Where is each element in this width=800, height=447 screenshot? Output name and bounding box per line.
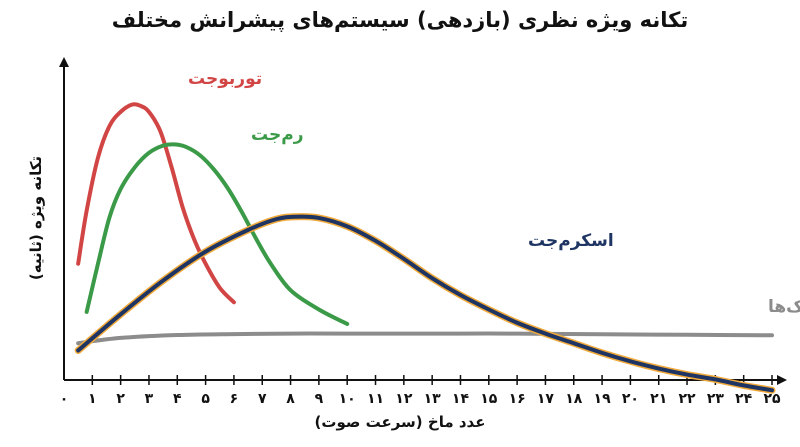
x-tick-label: ۲۳	[707, 391, 725, 407]
x-tick-label: ۱۶	[509, 391, 526, 407]
x-tick-label: ۰	[60, 391, 69, 407]
x-tick-label: ۳	[145, 391, 154, 407]
series-label: توربوجت	[188, 69, 262, 89]
x-tick-label: ۱۹	[594, 391, 612, 407]
x-tick-label: ۱۸	[565, 391, 583, 407]
x-tick-label: ۲۵	[763, 391, 781, 407]
x-tick-label: ۵	[201, 391, 210, 407]
series-labels: موشک‌ها توربوجت رم‌جت اسکرم‌جت	[188, 69, 800, 317]
x-tick-label: ۱۳	[424, 391, 442, 407]
series-layer	[74, 102, 776, 394]
x-tick-label: ۲	[116, 391, 125, 407]
x-tick-label: ۱۷	[537, 391, 555, 407]
x-tick-label: ۱۴	[452, 391, 470, 407]
x-tick-label: ۹	[315, 391, 324, 407]
chart-title: تکانه ویژه نظری (بازدهی) سیستم‌های پیشرا…	[111, 8, 689, 32]
x-tick-label: ۲۰	[622, 391, 639, 407]
x-tick-label: ۶	[230, 391, 239, 407]
x-tick-label: ۱۵	[480, 391, 498, 407]
series-line-glow	[74, 213, 776, 394]
x-tick-label: ۲۲	[678, 391, 696, 407]
series-line	[76, 331, 774, 346]
series-line	[84, 142, 350, 326]
x-tick-label: ۱۱	[367, 391, 384, 407]
series-label: رم‌جت	[251, 125, 304, 145]
series-line	[76, 214, 774, 393]
x-ticks: ۰ ۱ ۲ ۳ ۴ ۵ ۶ ۷ ۸ ۹ ۱۰ ۱۱ ۱۲ ۱۳ ۱۴ ۱۵ ۱۶ ۱۷ ۱۸ ۱۹ ۲۰ ۲۱ ۲۲ ۲۳ ۲۴…	[60, 375, 781, 407]
x-tick-label: ۲۴	[735, 391, 753, 407]
x-tick-label: ۱۰	[339, 391, 356, 407]
y-axis-label: تکانه ویژه (ثانیه)	[27, 155, 45, 281]
x-tick-label: ۴	[173, 391, 182, 407]
series-line	[76, 102, 236, 305]
x-tick-label: ۷	[258, 391, 267, 407]
x-tick-label: ۸	[286, 391, 295, 407]
series-label: موشک‌ها	[768, 297, 800, 317]
x-tick-label: ۱۲	[395, 391, 413, 407]
series-label: اسکرم‌جت	[528, 231, 614, 251]
x-axis-label: عدد ماخ (سرعت صوت)	[314, 413, 486, 431]
x-tick-label: ۲۱	[650, 391, 667, 407]
x-tick-label: ۱	[88, 391, 97, 407]
